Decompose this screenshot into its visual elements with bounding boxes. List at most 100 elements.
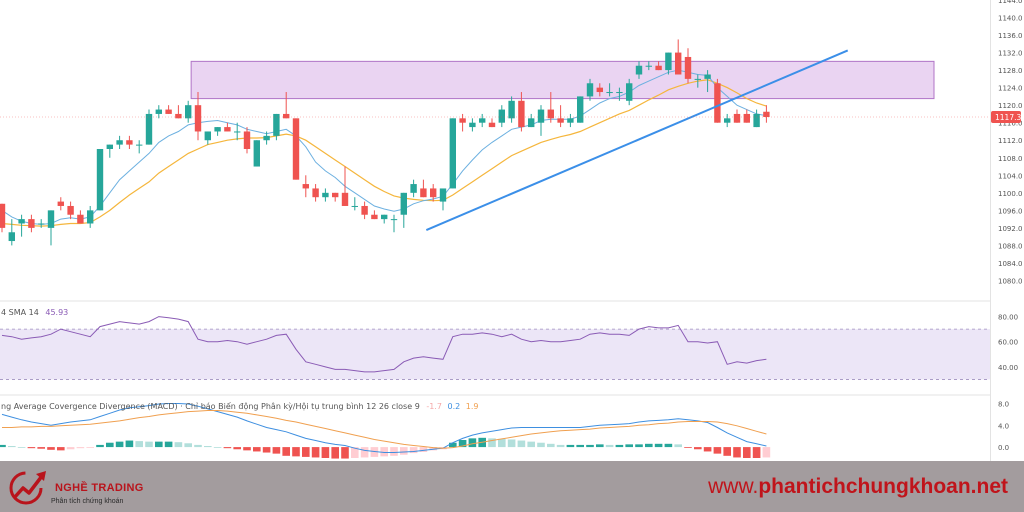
site-url-link[interactable]: www.phantichchungkhoan.net (708, 475, 1008, 499)
macd-panel (0, 403, 771, 459)
candle (498, 105, 505, 128)
candle (381, 214, 388, 224)
price-tick-label: 1124.0 (998, 85, 1023, 93)
macd-hist-bar (713, 447, 722, 454)
price-panel (0, 39, 990, 246)
macd-hist-bar (537, 442, 545, 448)
candle (224, 122, 231, 132)
candle-body (704, 74, 711, 79)
macd-hist-bar (155, 441, 163, 448)
candle-body (479, 118, 486, 123)
candle-body (606, 92, 613, 94)
candle-body (18, 219, 25, 224)
macd-hist-bar (507, 439, 516, 448)
ma-short-line (1, 69, 767, 225)
macd-hist-bar (566, 444, 575, 448)
chart-area: 1144.0 1140.0 1136.0 1132.0 1128.0 1124.0 1120… (0, 0, 1023, 461)
macd-hist-bar (47, 447, 55, 450)
candle-body (557, 118, 564, 123)
candle-body (175, 113, 182, 119)
macd-hist-bar (125, 440, 134, 448)
candle-body (47, 210, 55, 228)
candle (302, 175, 309, 198)
candle-body (87, 210, 94, 224)
candle-body (0, 203, 6, 228)
candle-body (645, 65, 652, 67)
macd-value-hist: -1.7 (426, 402, 442, 411)
candle-body (224, 127, 231, 132)
candle (547, 92, 554, 123)
macd-value-macd: 0.2 (447, 402, 461, 411)
macd-hist-bar (674, 444, 682, 448)
macd-label: ng Average Covergence Divergence (MACD) … (1, 402, 420, 411)
rsi-band (0, 329, 990, 380)
macd-hist-bar (321, 447, 330, 458)
candle-body (145, 113, 153, 145)
candle-body (332, 192, 339, 198)
macd-hist-bar (223, 447, 232, 449)
candle (322, 188, 329, 202)
price-tick-label: 1096.0 (998, 207, 1023, 215)
macd-hist-bar (762, 447, 771, 458)
rsi-tick-label: 40.00 (998, 364, 1018, 372)
candle-body (371, 214, 378, 220)
rsi-value: 45.93 (45, 308, 69, 317)
candle-body (185, 105, 192, 119)
macd-hist-bar (164, 441, 173, 448)
price-tick-label: 1116.0 (998, 120, 1023, 128)
candle (185, 100, 192, 123)
macd-hist-bar (664, 443, 673, 448)
price-tick-label: 1128.0 (998, 67, 1023, 75)
candle-body (626, 83, 633, 101)
macd-hist-bar (625, 444, 633, 448)
candle-body (302, 184, 309, 189)
price-tick-label: 1136.0 (998, 32, 1023, 40)
macd-hist-bar (576, 444, 584, 448)
macd-hist-bar (400, 447, 408, 455)
macd-hist-bar (341, 447, 349, 459)
candle-body (28, 219, 35, 228)
arrow-growth-logo-icon (9, 471, 46, 505)
candle (116, 135, 123, 149)
candle-body (390, 219, 398, 221)
candle-body (547, 109, 554, 119)
candle-body (469, 122, 476, 128)
candle (165, 105, 172, 114)
candle (136, 140, 143, 154)
candle-body (341, 192, 349, 206)
candle (606, 83, 613, 97)
candle-body (283, 113, 290, 119)
candle (704, 70, 711, 93)
candle-body (733, 113, 741, 123)
candle (361, 201, 368, 220)
candle-body (214, 127, 221, 132)
chart-svg: 1144.0 1140.0 1136.0 1132.0 1128.0 1124.0 1120… (0, 0, 1023, 461)
candle (430, 184, 437, 202)
candle-body (430, 188, 437, 198)
macd-hist-bar (135, 441, 143, 448)
candle-body (586, 83, 594, 97)
candle (753, 109, 760, 128)
candle (253, 140, 260, 167)
macd-hist-bar (0, 444, 6, 448)
macd-hist-bar (409, 447, 418, 454)
candle (577, 96, 584, 123)
macd-hist-bar (292, 447, 300, 457)
candle (586, 78, 594, 101)
price-tick-label: 1084.0 (998, 260, 1023, 268)
candle-body (763, 111, 770, 118)
candle-body (537, 109, 545, 123)
last-price-tag (991, 111, 1021, 124)
candle (8, 219, 15, 246)
candle (273, 113, 280, 141)
url-prefix: www. (708, 475, 759, 498)
macd-hist-bar (517, 440, 526, 448)
candle-body (77, 214, 84, 224)
macd-value-signal: 1.9 (465, 402, 479, 411)
candle-body (400, 192, 407, 215)
macd-hist-bar (498, 438, 506, 448)
candle (528, 113, 535, 128)
candle (469, 118, 476, 132)
macd-hist-bar (605, 444, 614, 448)
candle (479, 113, 486, 128)
